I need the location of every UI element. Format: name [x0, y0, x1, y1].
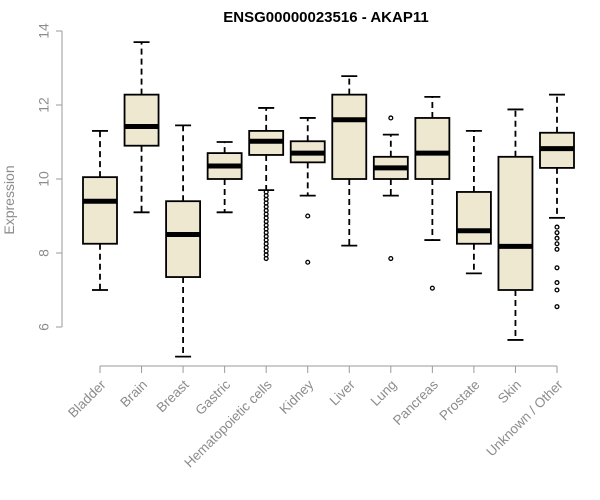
outlier-point	[554, 230, 560, 236]
box-group	[248, 107, 285, 262]
x-tick-label: Bladder	[65, 377, 109, 421]
y-axis-label: Expression	[1, 165, 17, 234]
outlier-point	[554, 304, 560, 310]
y-tick-label: 8	[36, 249, 52, 257]
box-group	[497, 108, 534, 341]
outlier-point	[305, 213, 311, 219]
box	[165, 200, 201, 278]
outlier-point	[554, 280, 560, 286]
x-tick-label: Gastric	[192, 377, 233, 418]
box	[456, 191, 492, 245]
box-group	[539, 93, 575, 310]
x-tick-label: Lung	[368, 377, 400, 409]
box-group	[123, 41, 160, 214]
box	[414, 117, 451, 180]
chart-title: ENSG00000023516 - AKAP11	[223, 9, 428, 26]
box-group	[456, 129, 492, 275]
x-tick-label: Prostate	[436, 377, 482, 423]
y-tick-label: 12	[36, 97, 52, 113]
outlier-point	[388, 255, 394, 262]
box	[497, 155, 534, 291]
box-group	[82, 129, 118, 291]
x-tick-label: Brain	[117, 377, 150, 410]
plot-area	[82, 41, 575, 358]
box-group	[165, 124, 201, 358]
outlier-point	[429, 285, 435, 291]
x-tick-label: Kidney	[277, 377, 317, 417]
outlier-point	[263, 255, 269, 262]
outlier-point	[554, 265, 560, 271]
y-tick-label: 14	[36, 23, 52, 39]
outlier-point	[388, 115, 394, 121]
box-group	[372, 115, 409, 262]
box	[82, 176, 118, 245]
box-group	[414, 95, 451, 291]
y-tick-label: 10	[36, 171, 52, 187]
box	[331, 93, 368, 180]
outlier-point	[554, 235, 560, 241]
outlier-point	[554, 241, 560, 247]
box	[123, 93, 160, 147]
outlier-point	[554, 246, 560, 252]
x-tick-label: Unknown / Other	[483, 377, 566, 460]
outlier-point	[554, 224, 560, 230]
x-tick-label: Breast	[154, 377, 192, 415]
outlier-point	[554, 287, 560, 293]
y-tick-label: 6	[36, 323, 52, 331]
box-group	[289, 117, 326, 265]
y-axis: 6 8 10 12 14	[36, 23, 63, 331]
box-group	[331, 75, 368, 247]
x-tick-label: Pancreas	[390, 377, 441, 428]
x-tick-label: Liver	[327, 377, 359, 409]
box-group	[206, 141, 243, 214]
x-tick-label: Skin	[495, 377, 524, 406]
outlier-point	[305, 259, 311, 265]
